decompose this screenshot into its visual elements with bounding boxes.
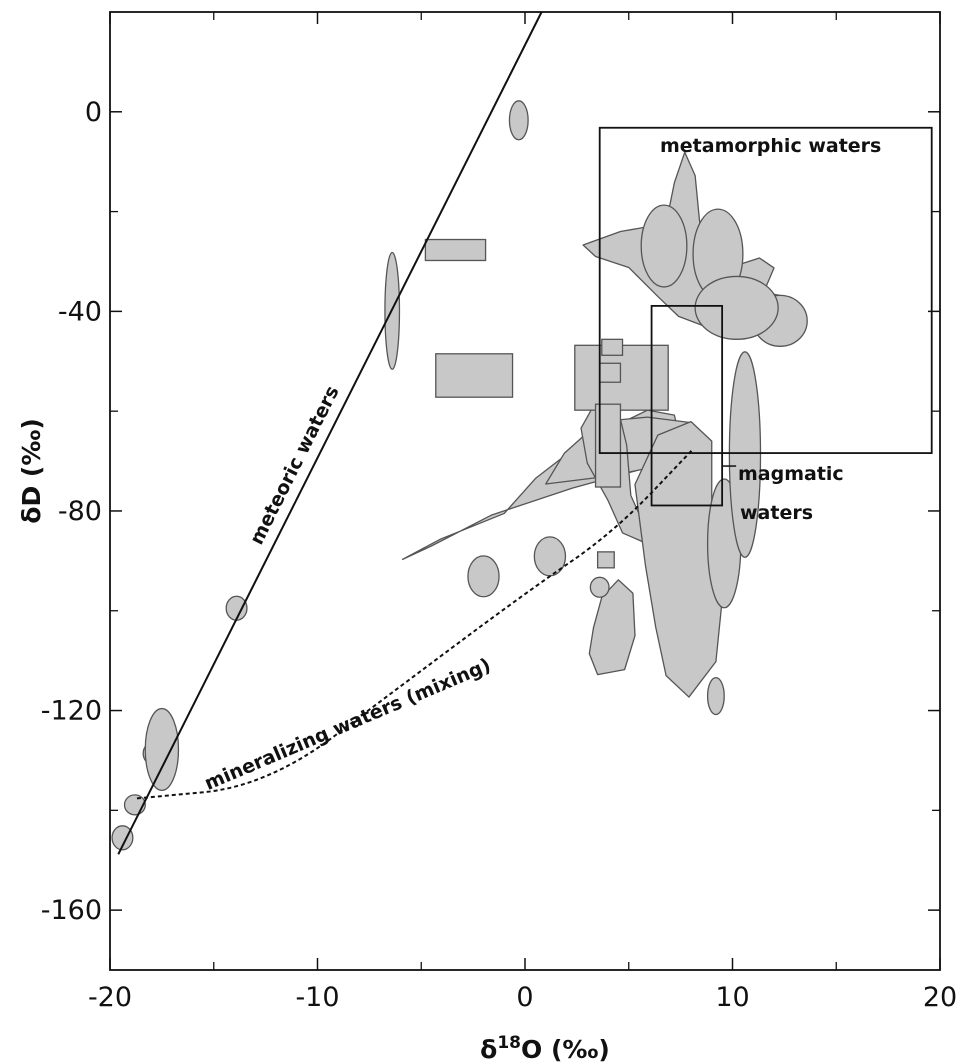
mixing-curve [136,448,694,800]
field-ellipse-6 [111,825,134,851]
x-tick-label: 20 [923,982,957,1013]
meteoric-water-line [117,11,543,855]
data-fields [111,100,808,851]
x-tick-label: 10 [715,982,749,1013]
x-tick-label: -10 [295,982,339,1013]
annotation-mixing-waters: mineralizing waters (mixing) [201,654,494,795]
annotation-metamorphic-waters: metamorphic waters [660,135,881,157]
y-tick-label: 0 [85,97,102,128]
field-ellipse-1 [508,100,529,141]
y-tick-label: -120 [41,696,102,727]
field-ellipse-13 [706,676,725,716]
field-polygon-5 [588,579,636,676]
field-ellipse-14 [640,204,688,288]
annotation-magmatic-line1: magmatic [738,463,844,485]
field-rect-4 [601,338,624,356]
field-ellipse-10 [589,576,610,598]
trend-lines [117,11,694,855]
metamorphic-waters-box [598,126,933,454]
x-axis-title-delta: δ [480,1035,497,1063]
y-axis-title: δD (‰) [17,418,46,523]
axes: -20 -10 0 10 20 0 -40 -80 -120 -160 [41,11,957,1013]
field-ellipse-17 [694,275,779,340]
field-polygon-4 [634,420,723,698]
field-ellipse-8 [467,555,500,598]
y-tick-label: -160 [41,895,102,926]
y-tick-label: -80 [58,496,102,527]
x-axis-title-superscript: 18 [497,1033,521,1053]
magmatic-waters-box [650,304,724,507]
field-rect-3 [574,344,669,411]
annotation-magmatic-line2: waters [740,502,813,524]
x-tick-label: 0 [516,982,533,1013]
y-tick-label: -40 [58,296,102,327]
field-rect-2 [435,353,514,398]
water-field-boxes [598,126,933,507]
field-ellipse-9 [533,536,567,577]
field-ellipse-12 [728,351,762,559]
field-rect-1 [424,238,487,262]
field-rect-7 [596,551,615,569]
x-axis-title-rest: O (‰) [521,1035,610,1063]
x-tick-label: -20 [88,982,132,1013]
field-ellipse-3 [225,595,248,621]
field-rect-5 [599,362,622,383]
annotation-meteoric-waters: meteoric waters [246,382,344,548]
field-ellipse-7 [144,707,180,792]
x-axis-title: δ18O (‰) [480,1033,610,1063]
